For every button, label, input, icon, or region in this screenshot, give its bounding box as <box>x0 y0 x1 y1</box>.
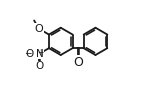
Text: N: N <box>36 49 43 59</box>
Text: O: O <box>35 61 44 71</box>
Text: −: − <box>24 48 32 57</box>
Text: +: + <box>37 48 44 57</box>
Text: O: O <box>73 56 83 69</box>
Text: O: O <box>26 49 34 59</box>
Text: O: O <box>35 24 43 34</box>
